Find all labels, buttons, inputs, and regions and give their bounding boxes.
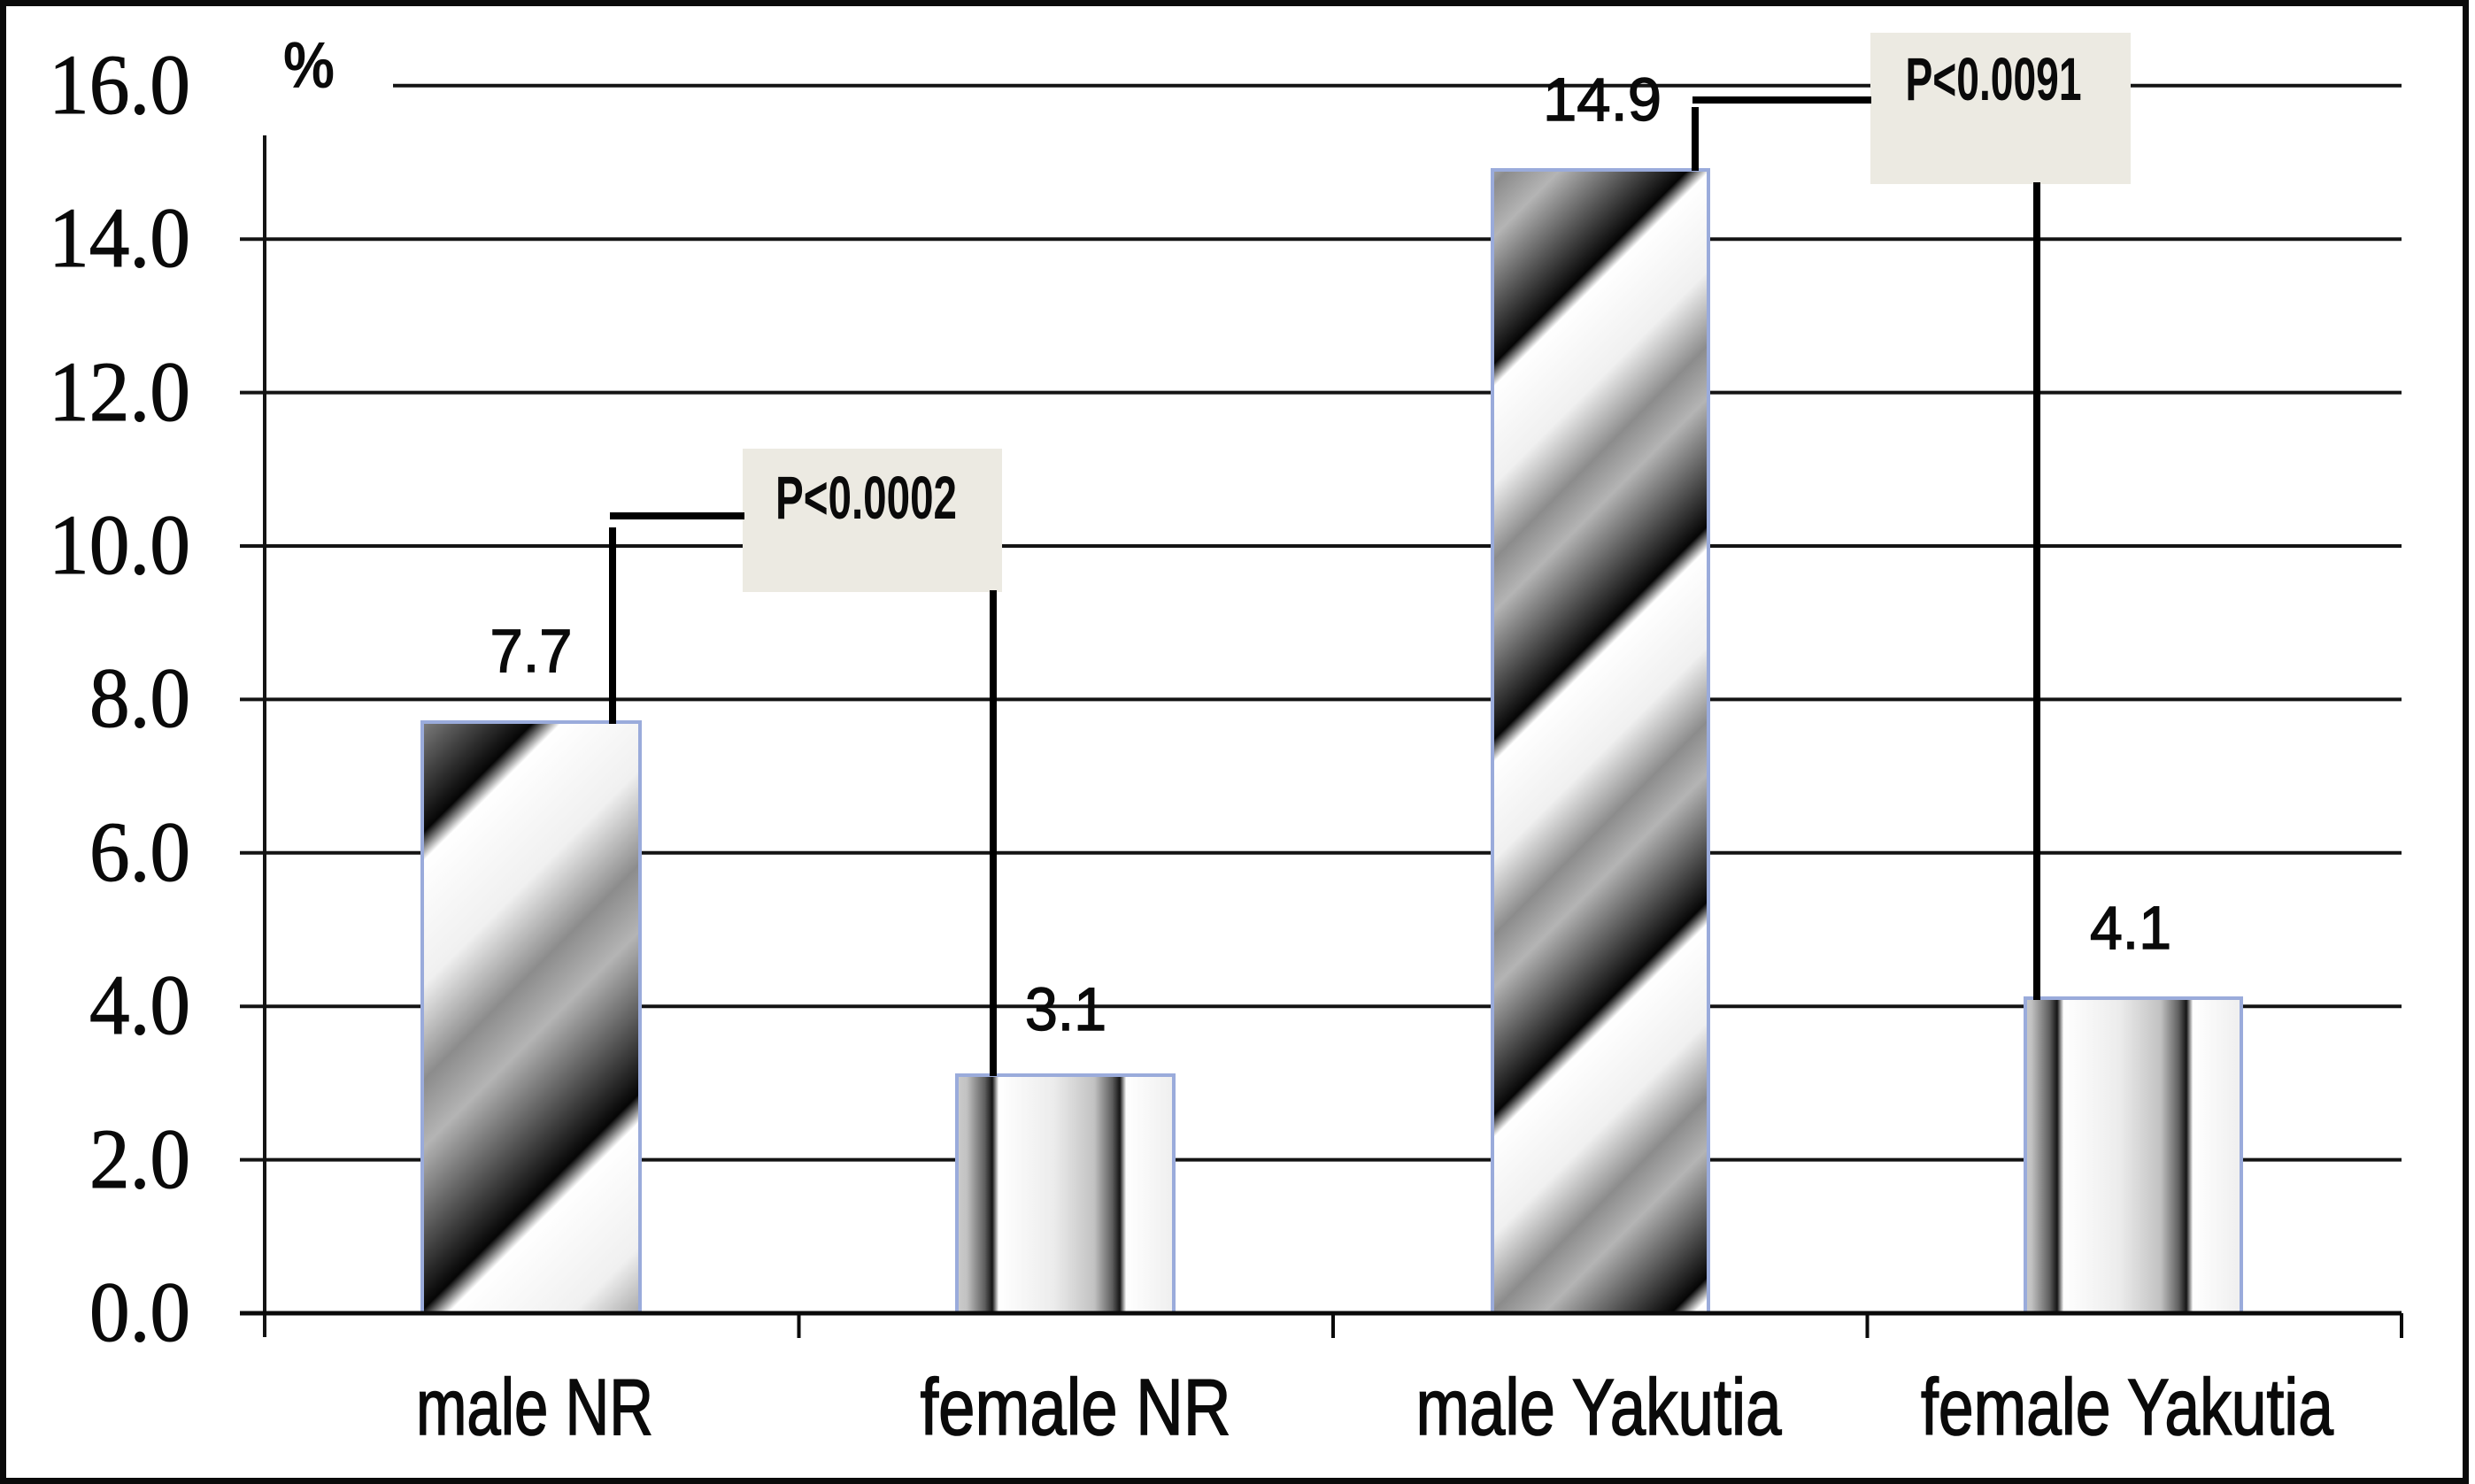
svg-text:female Yakutia: female Yakutia bbox=[1921, 1364, 2334, 1452]
svg-text:4.0: 4.0 bbox=[89, 957, 190, 1052]
svg-text:2.0: 2.0 bbox=[89, 1111, 190, 1206]
svg-text:6.0: 6.0 bbox=[89, 804, 190, 899]
svg-text:male NR: male NR bbox=[416, 1364, 653, 1452]
svg-text:7.7: 7.7 bbox=[490, 617, 573, 685]
svg-text:3.1: 3.1 bbox=[1025, 975, 1106, 1043]
svg-text:P<0.0091: P<0.0091 bbox=[1906, 46, 2082, 113]
svg-text:12.0: 12.0 bbox=[49, 344, 190, 439]
svg-text:P<0.0002: P<0.0002 bbox=[775, 465, 957, 532]
svg-text:female NR: female NR bbox=[921, 1364, 1231, 1452]
svg-text:4.1: 4.1 bbox=[2090, 894, 2171, 962]
svg-text:14.0: 14.0 bbox=[49, 190, 190, 285]
svg-text:%: % bbox=[283, 28, 335, 102]
svg-text:8.0: 8.0 bbox=[89, 650, 190, 745]
svg-text:male Yakutia: male Yakutia bbox=[1416, 1364, 1783, 1452]
svg-text:16.0: 16.0 bbox=[49, 37, 190, 132]
svg-text:0.0: 0.0 bbox=[89, 1265, 190, 1359]
svg-text:10.0: 10.0 bbox=[49, 497, 190, 592]
svg-text:14.9: 14.9 bbox=[1543, 65, 1662, 134]
